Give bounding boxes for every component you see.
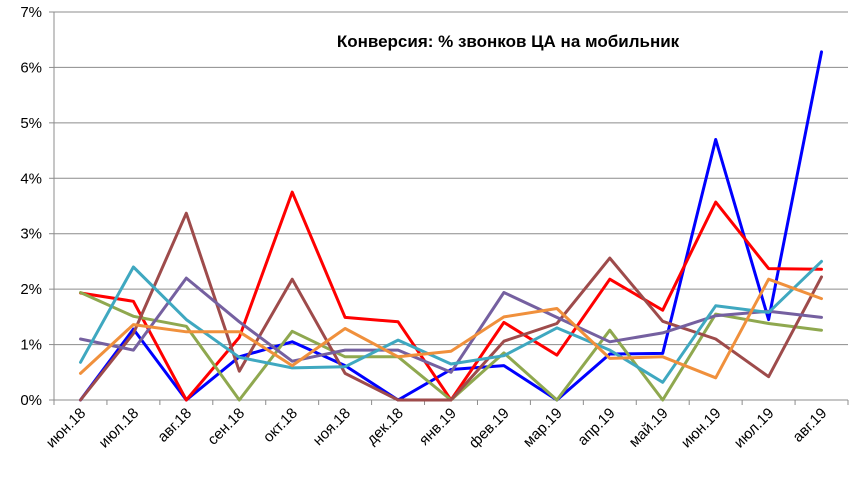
x-tick-label: июл.18 bbox=[96, 405, 143, 452]
x-tick-label: апр.19 bbox=[574, 405, 618, 449]
grid-lines bbox=[54, 11, 848, 346]
y-tick-label: 7% bbox=[20, 4, 42, 21]
y-tick-label: 6% bbox=[20, 59, 42, 76]
y-tick-label: 3% bbox=[20, 226, 42, 243]
x-tick-labels: июн.18 июл.18 авг.18 сен.18 окт.18 ноя.18 дек.… bbox=[43, 405, 831, 452]
x-tick-label: июн.18 bbox=[43, 405, 90, 452]
y-tick-label: 0% bbox=[20, 392, 42, 409]
x-tick-label: июл.19 bbox=[731, 405, 778, 452]
x-tick-label: окт.18 bbox=[260, 405, 301, 446]
y-tick-label: 5% bbox=[20, 115, 42, 132]
x-tick-label: ноя.18 bbox=[310, 405, 354, 449]
series-line-1 bbox=[79, 50, 823, 402]
y-tick-labels: 0% 1% 2% 3% 4% 5% 6% 7% bbox=[20, 4, 42, 409]
x-tick-label: авг.19 bbox=[789, 405, 830, 446]
series-line-3 bbox=[79, 291, 823, 402]
chart-title: Конверсия: % звонков ЦА на мобильник bbox=[337, 32, 680, 51]
x-tick-label: авг.18 bbox=[154, 405, 195, 446]
x-tick-label: мар.19 bbox=[520, 405, 566, 451]
series-line-7 bbox=[79, 277, 823, 380]
x-tick-label: июн.19 bbox=[678, 405, 725, 452]
x-tick-label: сен.18 bbox=[204, 405, 248, 449]
series-lines bbox=[79, 50, 823, 402]
x-tick-label: фев.19 bbox=[466, 405, 513, 452]
x-tick-label: май.19 bbox=[626, 405, 672, 451]
y-tick-label: 4% bbox=[20, 170, 42, 187]
y-tick-label: 1% bbox=[20, 337, 42, 354]
x-tick-label: янв.19 bbox=[416, 405, 460, 449]
x-tick-label: дек.18 bbox=[363, 405, 406, 448]
y-tick-label: 2% bbox=[20, 281, 42, 298]
series-line-5 bbox=[79, 276, 823, 374]
